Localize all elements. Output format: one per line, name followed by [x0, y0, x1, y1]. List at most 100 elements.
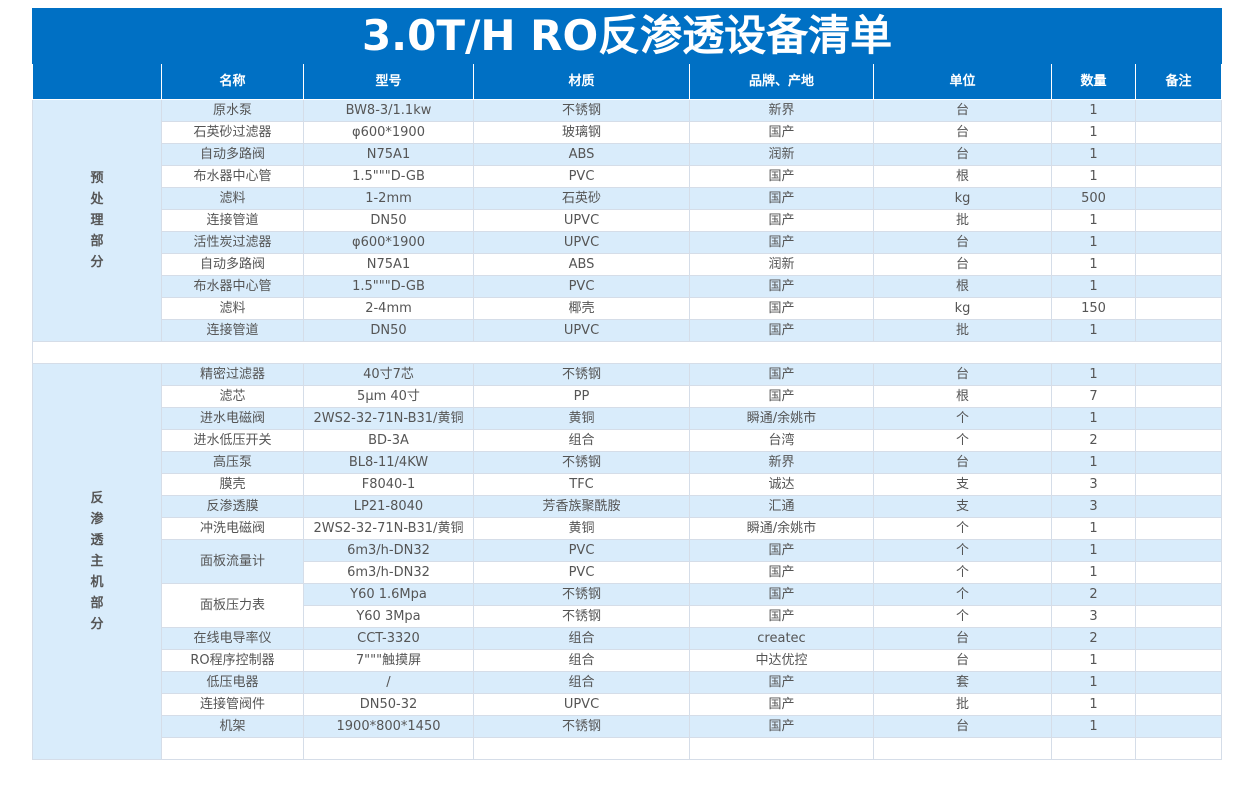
- unit-cell[interactable]: 台: [873, 253, 1052, 276]
- column-header-note[interactable]: 备注: [1134, 63, 1223, 100]
- note-cell[interactable]: [1134, 495, 1223, 518]
- qty-cell[interactable]: 2: [1051, 583, 1136, 606]
- note-cell[interactable]: [1134, 715, 1223, 738]
- material-cell[interactable]: 不锈钢: [473, 363, 690, 386]
- name-cell[interactable]: 活性炭过滤器: [161, 231, 304, 254]
- material-cell[interactable]: UPVC: [473, 319, 690, 342]
- model-cell[interactable]: N75A1: [303, 253, 474, 276]
- brand-cell[interactable]: 国产: [689, 605, 874, 628]
- material-cell[interactable]: 椰壳: [473, 297, 690, 320]
- unit-cell[interactable]: 个: [873, 605, 1052, 628]
- unit-cell[interactable]: [873, 737, 1052, 760]
- model-cell[interactable]: 1.5"""D-GB: [303, 275, 474, 298]
- name-cell[interactable]: 滤料: [161, 187, 304, 210]
- material-cell[interactable]: TFC: [473, 473, 690, 496]
- name-cell[interactable]: 原水泵: [161, 99, 304, 122]
- model-cell[interactable]: 1-2mm: [303, 187, 474, 210]
- note-cell[interactable]: [1134, 583, 1223, 606]
- material-cell[interactable]: 石英砂: [473, 187, 690, 210]
- note-cell[interactable]: [1134, 693, 1223, 716]
- qty-cell[interactable]: 1: [1051, 275, 1136, 298]
- qty-cell[interactable]: 1: [1051, 539, 1136, 562]
- unit-cell[interactable]: 根: [873, 275, 1052, 298]
- model-cell[interactable]: Y60 1.6Mpa: [303, 583, 474, 606]
- qty-cell[interactable]: 1: [1051, 165, 1136, 188]
- unit-cell[interactable]: 支: [873, 473, 1052, 496]
- unit-cell[interactable]: kg: [873, 187, 1052, 210]
- note-cell[interactable]: [1134, 143, 1223, 166]
- name-cell[interactable]: 滤芯: [161, 385, 304, 408]
- column-header-name[interactable]: 名称: [161, 63, 304, 100]
- material-cell[interactable]: UPVC: [473, 209, 690, 232]
- unit-cell[interactable]: 个: [873, 583, 1052, 606]
- qty-cell[interactable]: 500: [1051, 187, 1136, 210]
- name-cell[interactable]: 进水低压开关: [161, 429, 304, 452]
- note-cell[interactable]: [1134, 473, 1223, 496]
- qty-cell[interactable]: 1: [1051, 121, 1136, 144]
- material-cell[interactable]: 芳香族聚酰胺: [473, 495, 690, 518]
- qty-cell[interactable]: 1: [1051, 143, 1136, 166]
- note-cell[interactable]: [1134, 385, 1223, 408]
- name-cell[interactable]: 进水电磁阀: [161, 407, 304, 430]
- model-cell[interactable]: 5μm 40寸: [303, 385, 474, 408]
- material-cell[interactable]: UPVC: [473, 693, 690, 716]
- brand-cell[interactable]: 国产: [689, 165, 874, 188]
- brand-cell[interactable]: 国产: [689, 693, 874, 716]
- material-cell[interactable]: 不锈钢: [473, 605, 690, 628]
- qty-cell[interactable]: 2: [1051, 627, 1136, 650]
- unit-cell[interactable]: 台: [873, 451, 1052, 474]
- brand-cell[interactable]: 国产: [689, 539, 874, 562]
- material-cell[interactable]: 组合: [473, 649, 690, 672]
- brand-cell[interactable]: 润新: [689, 143, 874, 166]
- material-cell[interactable]: PVC: [473, 275, 690, 298]
- unit-cell[interactable]: 批: [873, 319, 1052, 342]
- qty-cell[interactable]: 1: [1051, 253, 1136, 276]
- note-cell[interactable]: [1134, 297, 1223, 320]
- name-cell[interactable]: RO程序控制器: [161, 649, 304, 672]
- model-cell[interactable]: BW8-3/1.1kw: [303, 99, 474, 122]
- note-cell[interactable]: [1134, 517, 1223, 540]
- model-cell[interactable]: φ600*1900: [303, 231, 474, 254]
- qty-cell[interactable]: 7: [1051, 385, 1136, 408]
- model-cell[interactable]: 2WS2-32-71N-B31/黄铜: [303, 407, 474, 430]
- unit-cell[interactable]: 批: [873, 209, 1052, 232]
- unit-cell[interactable]: 台: [873, 121, 1052, 144]
- note-cell[interactable]: [1134, 627, 1223, 650]
- model-cell[interactable]: φ600*1900: [303, 121, 474, 144]
- note-cell[interactable]: [1134, 187, 1223, 210]
- qty-cell[interactable]: 1: [1051, 319, 1136, 342]
- material-cell[interactable]: 组合: [473, 627, 690, 650]
- brand-cell[interactable]: 国产: [689, 209, 874, 232]
- model-cell[interactable]: DN50: [303, 209, 474, 232]
- brand-cell[interactable]: 润新: [689, 253, 874, 276]
- model-cell[interactable]: 6m3/h-DN32: [303, 561, 474, 584]
- material-cell[interactable]: 组合: [473, 429, 690, 452]
- model-cell[interactable]: Y60 3Mpa: [303, 605, 474, 628]
- qty-cell[interactable]: 1: [1051, 693, 1136, 716]
- note-cell[interactable]: [1134, 165, 1223, 188]
- name-cell[interactable]: 面板压力表: [161, 583, 304, 628]
- name-cell[interactable]: 在线电导率仪: [161, 627, 304, 650]
- name-cell[interactable]: 自动多路阀: [161, 253, 304, 276]
- name-cell[interactable]: 膜壳: [161, 473, 304, 496]
- brand-cell[interactable]: 瞬通/余姚市: [689, 407, 874, 430]
- brand-cell[interactable]: 国产: [689, 121, 874, 144]
- material-cell[interactable]: PVC: [473, 165, 690, 188]
- brand-cell[interactable]: 国产: [689, 561, 874, 584]
- name-cell[interactable]: 面板流量计: [161, 539, 304, 584]
- brand-cell[interactable]: 国产: [689, 715, 874, 738]
- qty-cell[interactable]: 1: [1051, 671, 1136, 694]
- qty-cell[interactable]: 1: [1051, 407, 1136, 430]
- material-cell[interactable]: PVC: [473, 539, 690, 562]
- unit-cell[interactable]: 台: [873, 363, 1052, 386]
- model-cell[interactable]: BL8-11/4KW: [303, 451, 474, 474]
- name-cell[interactable]: 高压泵: [161, 451, 304, 474]
- qty-cell[interactable]: 1: [1051, 209, 1136, 232]
- qty-cell[interactable]: 1: [1051, 561, 1136, 584]
- note-cell[interactable]: [1134, 231, 1223, 254]
- brand-cell[interactable]: 国产: [689, 385, 874, 408]
- unit-cell[interactable]: 台: [873, 143, 1052, 166]
- column-header-unit[interactable]: 单位: [873, 63, 1052, 100]
- note-cell[interactable]: [1134, 451, 1223, 474]
- material-cell[interactable]: ABS: [473, 253, 690, 276]
